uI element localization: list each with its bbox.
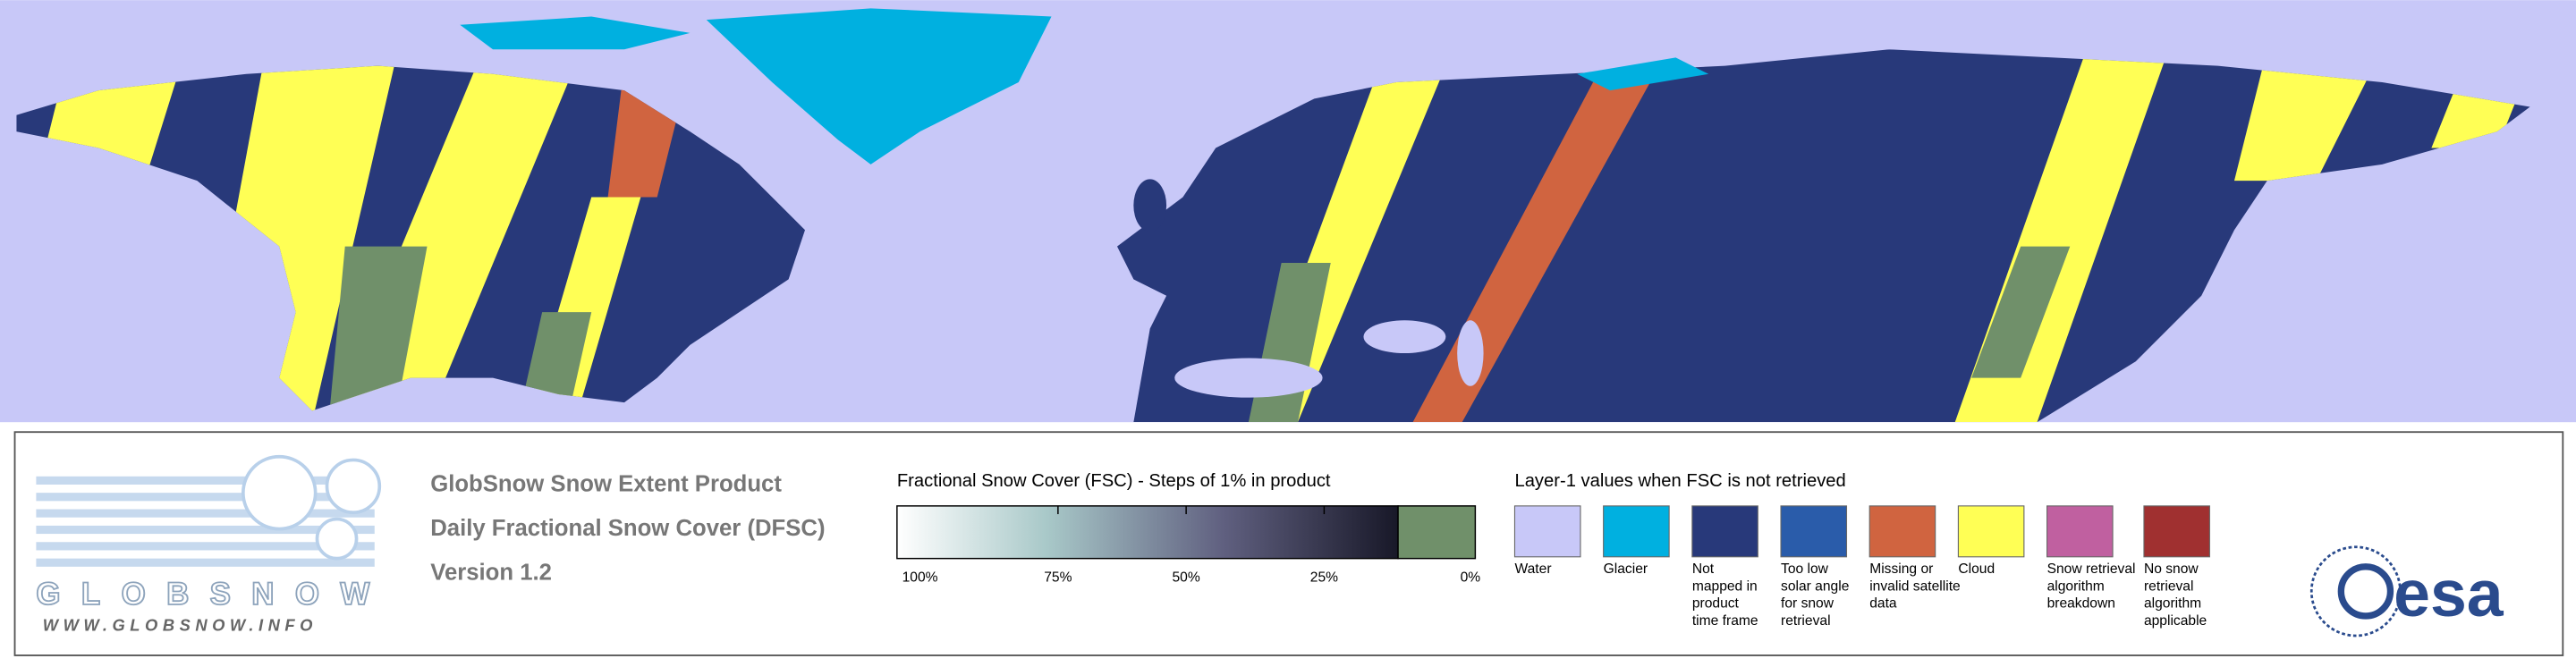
fsc-tick-label: 100%: [902, 570, 938, 585]
layer1-label: algorithm: [2144, 596, 2201, 612]
fsc-tick-label: 25%: [1310, 570, 1338, 585]
layer1-label: No snow: [2144, 561, 2199, 577]
layer1-label: Too low: [1781, 561, 1829, 577]
arctic-islands: [460, 16, 691, 50]
product-version: Version 1.2: [430, 561, 552, 586]
fsc-zero-swatch: [1397, 505, 1477, 560]
layer1-legend: Layer-1 values when FSC is not retrieved…: [1513, 471, 2210, 629]
layer1-swatch: [2046, 505, 2114, 558]
layer1-swatch: [1957, 505, 2025, 558]
fsc-tick-label: 50%: [1172, 570, 1199, 585]
layer1-label: Cloud: [1958, 561, 1995, 577]
layer1-label: algorithm: [2047, 578, 2105, 594]
layer1-swatch: [1780, 505, 1848, 558]
layer1-swatch: [1691, 505, 1758, 558]
esa-logo: esa: [2309, 545, 2504, 637]
fsc-tick-label: 0%: [1461, 570, 1481, 585]
layer1-label: applicable: [2144, 613, 2207, 629]
product-subtitle: Daily Fractional Snow Cover (DFSC): [430, 516, 825, 541]
layer1-label: mapped in: [1692, 578, 1758, 594]
map: [0, 0, 2576, 423]
glacier: [1577, 57, 1709, 91]
layer1-label: breakdown: [2047, 596, 2115, 612]
layer1-swatch: [2143, 505, 2210, 558]
fsc-gradient: [896, 505, 1399, 560]
logo-url: WWW.GLOBSNOW.INFO: [43, 615, 318, 634]
layer1-swatch: [1868, 505, 1936, 558]
black-sea: [1363, 320, 1446, 354]
layer1-title: Layer-1 values when FSC is not retrieved: [1514, 471, 1845, 491]
layer1-label: invalid satellite: [1869, 578, 1961, 594]
layer1-swatch: [1513, 505, 1581, 558]
layer1-label: for snow: [1781, 596, 1835, 612]
layer1-label: Missing or: [1869, 561, 1933, 577]
fsc-legend: Fractional Snow Cover (FSC) - Steps of 1…: [896, 471, 1481, 585]
greenland: [706, 8, 1052, 165]
fsc-title: Fractional Snow Cover (FSC) - Steps of 1…: [897, 471, 1331, 491]
layer1-label: Snow retrieval: [2047, 561, 2136, 577]
caspian-sea: [1457, 320, 1484, 386]
fsc-tick-label: 75%: [1044, 570, 1072, 585]
layer1-label: time frame: [1692, 613, 1758, 629]
mediterranean: [1174, 358, 1323, 398]
product-title: GlobSnow Snow Extent Product: [430, 471, 782, 496]
layer1-label: Not: [1692, 561, 1715, 577]
layer1-label: Glacier: [1604, 561, 1648, 577]
layer1-label: data: [1869, 596, 1897, 612]
agency-name: esa: [2394, 556, 2504, 630]
layer1-swatch: [1603, 505, 1670, 558]
layer1-label: product: [1692, 596, 1740, 612]
layer1-label: retrieval: [2144, 578, 2194, 594]
british-isles: [1133, 179, 1167, 232]
layer1-label: retrieval: [1781, 613, 1831, 629]
layer1-label: Water: [1514, 561, 1551, 577]
layer1-label: solar angle: [1781, 578, 1849, 594]
